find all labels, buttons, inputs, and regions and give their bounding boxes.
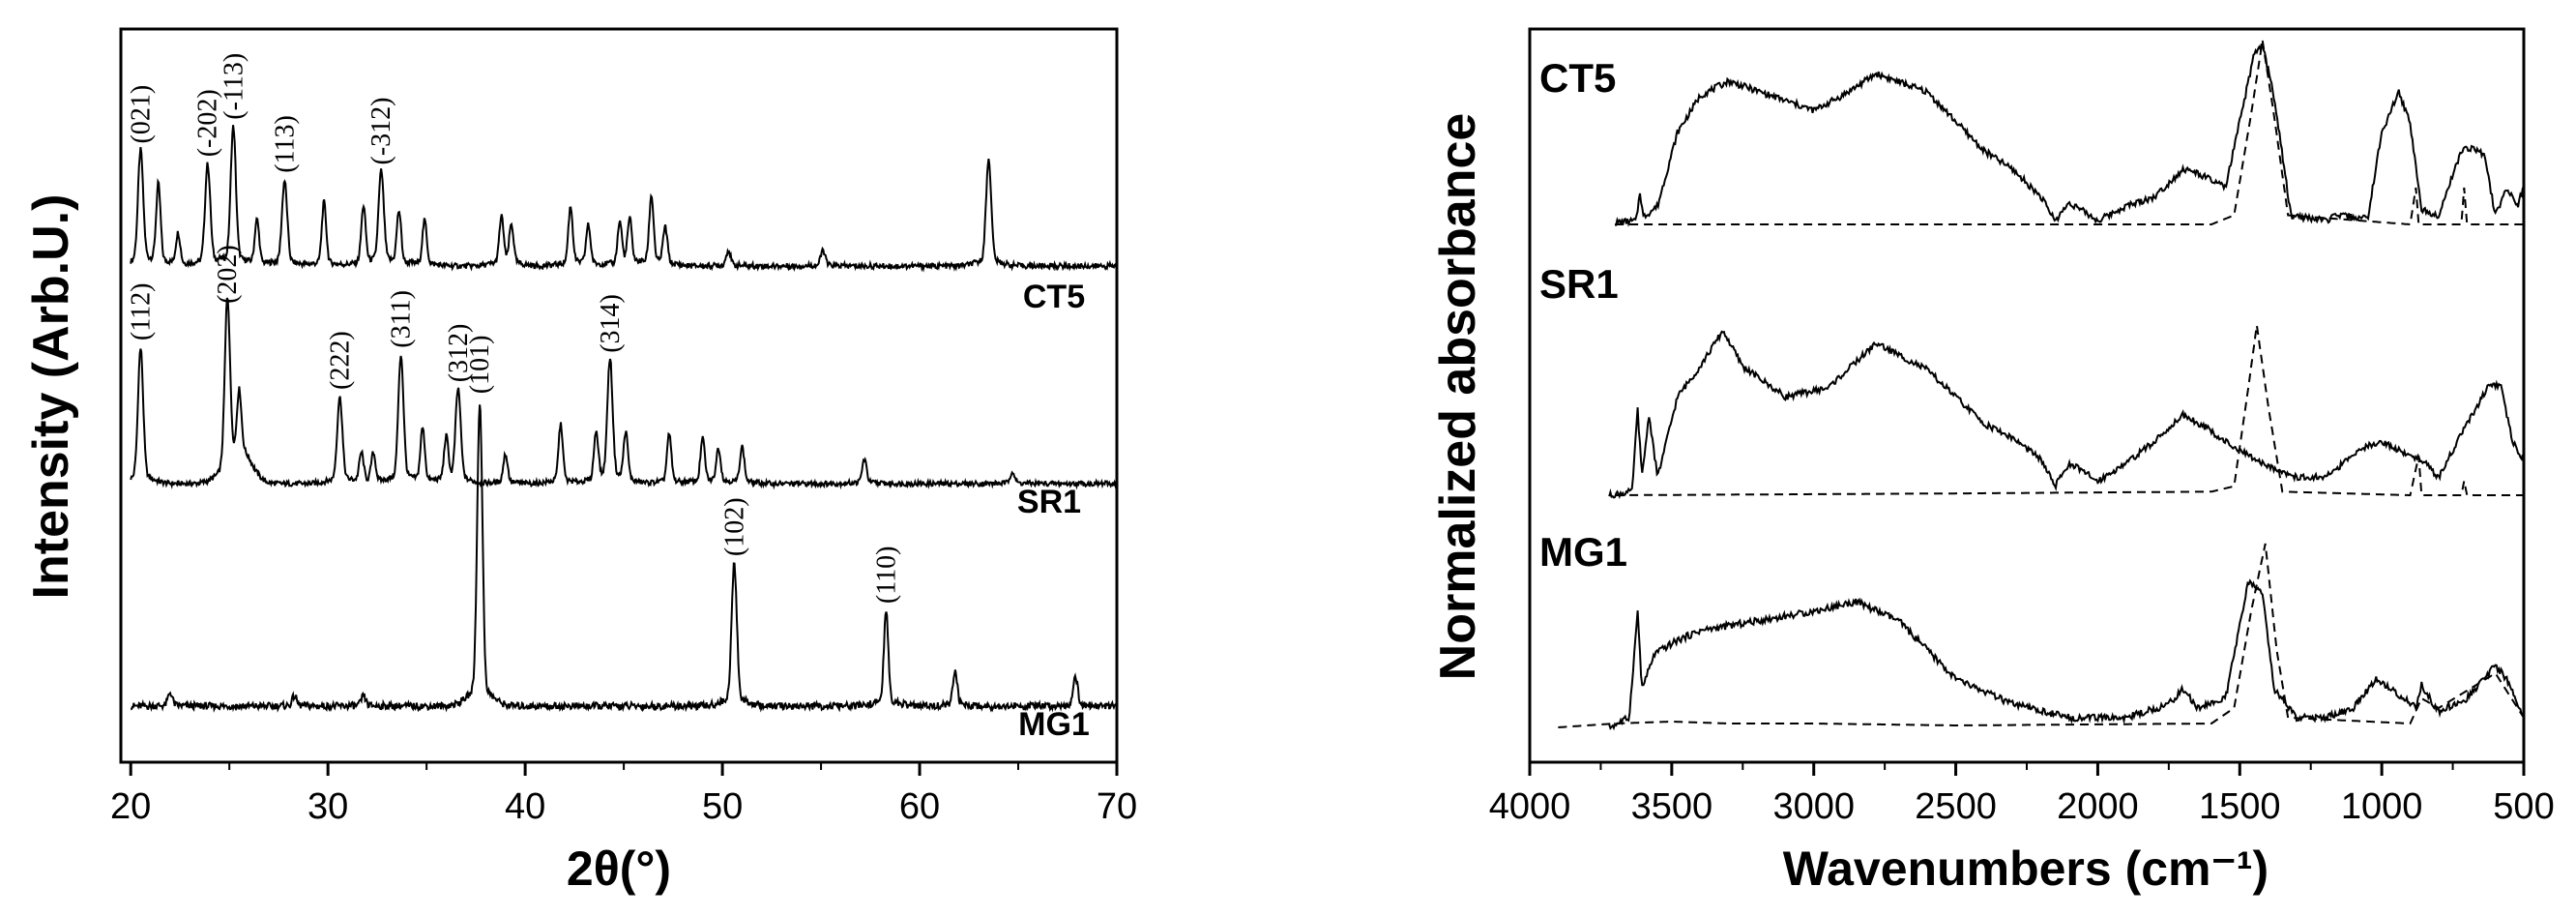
xrd-peak-label: (-202)	[193, 89, 223, 157]
xrd-x-tick-label: 50	[702, 786, 743, 827]
ftir-x-tick-label: 3500	[1631, 786, 1713, 827]
xrd-plot-frame	[119, 27, 1119, 764]
xrd-series	[130, 125, 1118, 713]
ftir-x-tick-label: 2500	[1915, 786, 1997, 827]
xrd-x-tick-label: 30	[307, 786, 348, 827]
ftir-series-dashed-sr1	[1615, 325, 2524, 496]
xrd-x-tick-label: 40	[505, 786, 545, 827]
xrd-peak-labels: (021) (-202)(-113) (113) (-312) (112) (202) (2…	[126, 53, 901, 604]
xrd-x-tick-label: 60	[899, 786, 940, 827]
xrd-y-axis-title: Intensity (Arb.U.)	[23, 194, 79, 600]
ftir-panel: 4000 3500 3000 2500 2000 1500 1000 500 CT5 SR1 MG…	[1430, 27, 2555, 896]
xrd-sample-label-sr1: SR1	[1017, 484, 1081, 520]
ftir-series-solid-mg1	[1608, 578, 2525, 731]
ftir-x-axis-title: Wavenumbers (cm⁻¹)	[1783, 842, 2269, 896]
xrd-peak-label: (101)	[465, 336, 495, 395]
xrd-peak-label: (312)	[444, 324, 474, 383]
xrd-peak-label: (110)	[871, 546, 901, 604]
xrd-series-line-mg1	[130, 404, 1118, 713]
xrd-peak-label: (311)	[387, 290, 417, 348]
xrd-peak-label: (314)	[596, 294, 626, 353]
xrd-x-axis-title: 2θ(°)	[567, 842, 671, 896]
ftir-x-tick-label: 1000	[2341, 786, 2423, 827]
xrd-peak-label: (-312)	[366, 98, 396, 165]
xrd-peak-label: (021)	[126, 85, 156, 144]
xrd-x-tick-label: 70	[1097, 786, 1137, 827]
xrd-peak-label: (112)	[126, 282, 156, 340]
xrd-peak-label: (102)	[719, 497, 749, 556]
xrd-sample-label-mg1: MG1	[1018, 706, 1090, 743]
ftir-series-solid-ct5	[1615, 43, 2525, 227]
ftir-series	[1558, 40, 2525, 731]
xrd-sample-labels: CT5 SR1 MG1	[1017, 279, 1090, 743]
xrd-x-tick-label: 20	[110, 786, 151, 827]
xrd-peak-label: (-113)	[219, 53, 249, 120]
ftir-sample-label-sr1: SR1	[1539, 261, 1619, 307]
xrd-series-line-ct5	[130, 125, 1118, 273]
xrd-peak-label: (222)	[325, 331, 355, 390]
ftir-x-tick-label: 4000	[1489, 786, 1571, 827]
ftir-sample-labels: CT5 SR1 MG1	[1539, 55, 1627, 575]
ftir-x-tick-label: 500	[2493, 786, 2554, 827]
ftir-series-solid-sr1	[1608, 330, 2525, 499]
ftir-x-tick-label: 3000	[1772, 786, 1855, 827]
ftir-x-tick-label: 1500	[2199, 786, 2281, 827]
ftir-x-ticks: 4000 3500 3000 2500 2000 1500 1000 500	[1489, 762, 2555, 827]
ftir-sample-label-mg1: MG1	[1539, 529, 1627, 575]
xrd-peak-label: (202)	[213, 245, 243, 304]
xrd-panel: 20 30 40 50 60 70 (021) (-202)(-113) (113) (-312…	[23, 27, 1137, 896]
ftir-x-tick-label: 2000	[2057, 786, 2139, 827]
xrd-sample-label-ct5: CT5	[1023, 279, 1085, 315]
xrd-peak-label: (113)	[270, 115, 300, 173]
ftir-y-axis-title: Normalized absorbance	[1430, 113, 1486, 681]
xrd-x-ticks: 20 30 40 50 60 70	[110, 762, 1137, 827]
ftir-series-dashed-mg1	[1558, 543, 2525, 728]
ftir-sample-label-ct5: CT5	[1539, 55, 1616, 101]
ftir-series-dashed-ct5	[1615, 40, 2524, 226]
xrd-series-line-sr1	[130, 297, 1118, 490]
